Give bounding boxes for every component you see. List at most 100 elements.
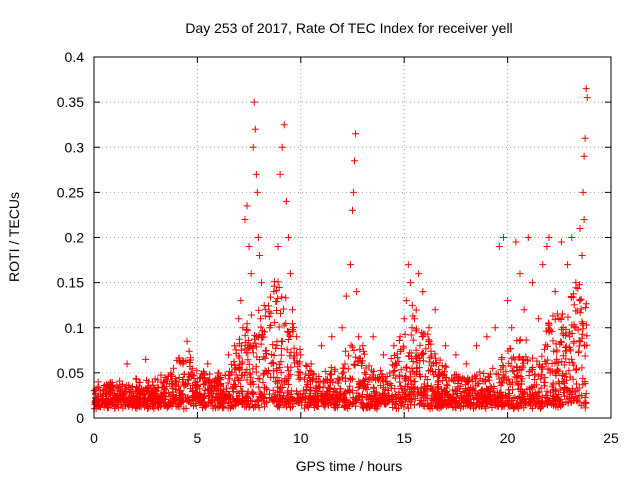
data-point-background — [283, 346, 291, 354]
data-point-background — [582, 304, 590, 312]
data-point-background — [409, 336, 417, 344]
data-point-background — [256, 375, 264, 383]
data-point-background — [353, 389, 361, 397]
data-point-background — [235, 364, 243, 372]
data-point-background — [269, 395, 277, 403]
data-point-background — [338, 370, 346, 378]
data-point-background — [254, 401, 262, 409]
data-point-background — [176, 387, 184, 395]
data-point-background — [573, 307, 581, 315]
data-point-background — [441, 374, 449, 382]
data-point-background — [369, 371, 377, 379]
data-point-background — [353, 396, 361, 404]
data-point-background — [162, 375, 170, 383]
data-point-background — [116, 387, 124, 395]
data-point-background — [509, 397, 517, 405]
data-point-background — [377, 396, 385, 404]
data-point-background — [486, 382, 494, 390]
data-point-background — [261, 312, 269, 320]
data-point-background — [227, 360, 235, 368]
data-point — [349, 206, 356, 214]
data-point-background — [324, 390, 332, 398]
data-point-background — [495, 375, 503, 383]
data-point-background — [231, 362, 239, 370]
data-point-background — [309, 377, 317, 385]
data-point-background — [514, 402, 522, 410]
data-point-background — [287, 348, 295, 356]
data-point — [352, 130, 360, 138]
data-point-background — [328, 394, 336, 402]
data-point-background — [529, 354, 537, 362]
data-point-background — [200, 368, 208, 376]
data-point-background — [473, 394, 481, 402]
data-point-background — [257, 340, 265, 348]
data-point-background — [550, 347, 558, 355]
x-tick-label: 0 — [90, 430, 98, 446]
data-point-background — [250, 390, 258, 398]
data-point-background — [541, 378, 549, 386]
data-point-background — [466, 386, 474, 394]
data-point-background — [172, 393, 180, 401]
data-point-background — [570, 301, 578, 309]
data-point-background — [345, 401, 353, 409]
data-point-background — [498, 403, 506, 411]
x-tick-label: 5 — [194, 430, 202, 446]
data-point-background — [517, 380, 525, 388]
data-point-background — [438, 386, 446, 394]
data-point-background — [492, 370, 500, 378]
data-point-background — [440, 371, 448, 379]
data-point-background — [404, 392, 412, 400]
data-point-background — [277, 369, 285, 377]
data-point-background — [326, 378, 334, 386]
data-point-background — [327, 400, 335, 408]
data-point — [516, 270, 524, 278]
data-point-background — [575, 391, 583, 399]
data-point-background — [176, 397, 184, 405]
data-point-background — [536, 404, 544, 412]
data-point — [250, 98, 258, 106]
data-point-background — [261, 403, 269, 411]
data-point-background — [296, 345, 304, 353]
data-point-background — [286, 331, 294, 339]
data-point-background — [360, 347, 368, 355]
data-point-background — [263, 386, 271, 394]
data-point-background — [293, 387, 301, 395]
data-point — [539, 261, 547, 269]
data-point-background — [344, 365, 352, 373]
data-point-background — [308, 396, 316, 404]
data-point — [576, 224, 584, 232]
data-point — [402, 297, 410, 305]
data-point-background — [211, 402, 219, 410]
data-point-background — [265, 366, 273, 374]
data-point-background — [480, 369, 488, 377]
data-point-background — [497, 366, 505, 374]
data-point-background — [354, 358, 362, 366]
data-point — [278, 143, 286, 151]
data-point-background — [199, 373, 207, 381]
data-point-background — [402, 364, 410, 372]
data-point-background — [180, 370, 188, 378]
chart-title: Day 253 of 2017, Rate Of TEC Index for r… — [185, 20, 512, 36]
data-point-background — [578, 364, 586, 372]
data-point-background — [294, 363, 302, 371]
data-point-background — [422, 345, 430, 353]
data-point-background — [208, 389, 216, 397]
data-point-background — [542, 341, 550, 349]
data-point-background — [492, 400, 500, 408]
data-point-background — [282, 319, 290, 327]
data-point-background — [283, 389, 291, 397]
data-point-background — [244, 326, 252, 334]
data-point-background — [564, 386, 572, 394]
data-point-background — [382, 394, 390, 402]
data-point-background — [277, 351, 285, 359]
data-point-background — [342, 347, 350, 355]
y-tick-label: 0.35 — [57, 94, 84, 110]
data-point-background — [140, 386, 148, 394]
data-point-background — [537, 375, 545, 383]
data-point-background — [207, 379, 215, 387]
data-point — [431, 306, 439, 314]
data-point-background — [272, 378, 280, 386]
data-point-background — [496, 395, 504, 403]
data-point-background — [239, 392, 247, 400]
data-point-background — [513, 378, 521, 386]
